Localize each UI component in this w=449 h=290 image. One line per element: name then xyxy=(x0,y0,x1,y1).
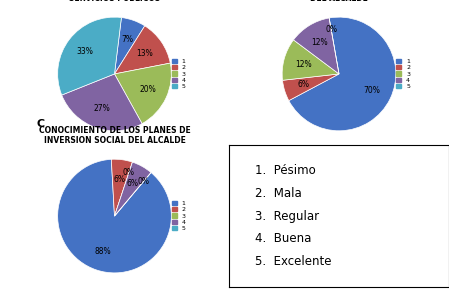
Text: 0%: 0% xyxy=(123,168,135,177)
Wedge shape xyxy=(282,74,339,101)
Title: PARTICIPACION DE LOS USUARIOS EN LAS
JUNTAS DIRECTIVAS DE DE LAS EMPRESAS DE
SER: PARTICIPACION DE LOS USUARIOS EN LAS JUN… xyxy=(17,0,212,3)
Text: 4.  Buena: 4. Buena xyxy=(255,232,312,245)
Text: 13%: 13% xyxy=(136,49,154,58)
Text: 33%: 33% xyxy=(77,47,94,56)
Wedge shape xyxy=(114,173,151,216)
Wedge shape xyxy=(114,63,172,124)
Legend: 1, 2, 3, 4, 5: 1, 2, 3, 4, 5 xyxy=(172,201,185,231)
Wedge shape xyxy=(57,17,121,95)
Text: 70%: 70% xyxy=(364,86,381,95)
Legend: 1, 2, 3, 4, 5: 1, 2, 3, 4, 5 xyxy=(396,59,410,89)
Text: 20%: 20% xyxy=(140,85,156,94)
Wedge shape xyxy=(289,17,396,131)
Text: 7%: 7% xyxy=(121,35,133,44)
Text: C: C xyxy=(36,119,44,129)
Wedge shape xyxy=(57,159,172,273)
Text: 0%: 0% xyxy=(138,177,150,186)
Text: 12%: 12% xyxy=(295,60,312,69)
Wedge shape xyxy=(114,17,145,74)
Text: 12%: 12% xyxy=(311,38,328,47)
Wedge shape xyxy=(282,40,339,80)
Wedge shape xyxy=(114,162,132,216)
Wedge shape xyxy=(114,26,170,74)
Text: 1.  Pésimo: 1. Pésimo xyxy=(255,164,316,177)
Text: 27%: 27% xyxy=(94,104,110,113)
Text: 6%: 6% xyxy=(298,80,310,89)
Text: 6%: 6% xyxy=(114,175,125,184)
Text: 88%: 88% xyxy=(95,246,111,255)
Title: PARTICIPACION CIUDADANA EN EL GOBIERNO
DEL ALCALDE: PARTICIPACION CIUDADANA EN EL GOBIERNO D… xyxy=(242,0,436,3)
Wedge shape xyxy=(294,18,339,74)
Text: 2.  Mala: 2. Mala xyxy=(255,187,302,200)
Text: 3.  Regular: 3. Regular xyxy=(255,210,320,222)
Title: CONOCIMIENTO DE LOS PLANES DE
INVERSION SOCIAL DEL ALCALDE: CONOCIMIENTO DE LOS PLANES DE INVERSION … xyxy=(39,126,190,145)
Legend: 1, 2, 3, 4, 5: 1, 2, 3, 4, 5 xyxy=(172,59,185,89)
Wedge shape xyxy=(111,159,132,216)
Text: 0%: 0% xyxy=(325,25,337,34)
Wedge shape xyxy=(62,74,142,131)
Text: 5.  Excelente: 5. Excelente xyxy=(255,255,332,268)
Wedge shape xyxy=(329,18,339,74)
Wedge shape xyxy=(114,162,151,216)
Text: 6%: 6% xyxy=(127,179,139,188)
